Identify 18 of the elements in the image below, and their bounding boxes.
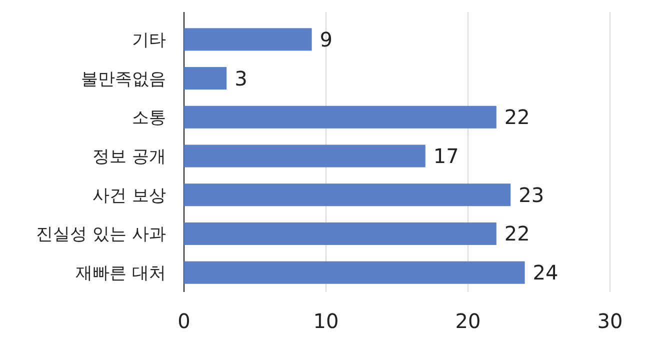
data-label: 22 xyxy=(504,105,530,130)
data-label: 23 xyxy=(518,182,544,207)
x-tick-label: 0 xyxy=(178,309,190,333)
y-tick-label: 정보 공개 xyxy=(92,147,166,167)
data-label: 17 xyxy=(433,144,459,168)
y-tick-label: 사건 보상 xyxy=(92,186,166,206)
y-tick-label: 재빠른 대처 xyxy=(76,264,166,284)
data-label: 9 xyxy=(320,27,333,52)
y-tick-label: 소통 xyxy=(132,108,166,128)
x-tick-label: 30 xyxy=(597,309,623,333)
y-tick-label: 기타 xyxy=(132,30,166,50)
x-tick-label: 20 xyxy=(455,309,481,333)
y-tick-label: 불만족없음 xyxy=(81,69,166,90)
data-label: 3 xyxy=(234,66,248,90)
data-label: 22 xyxy=(504,222,530,246)
x-tick-label: 10 xyxy=(313,309,339,333)
y-tick-label: 진실성 있는 사과 xyxy=(36,224,166,245)
data-label: 24 xyxy=(532,260,558,285)
